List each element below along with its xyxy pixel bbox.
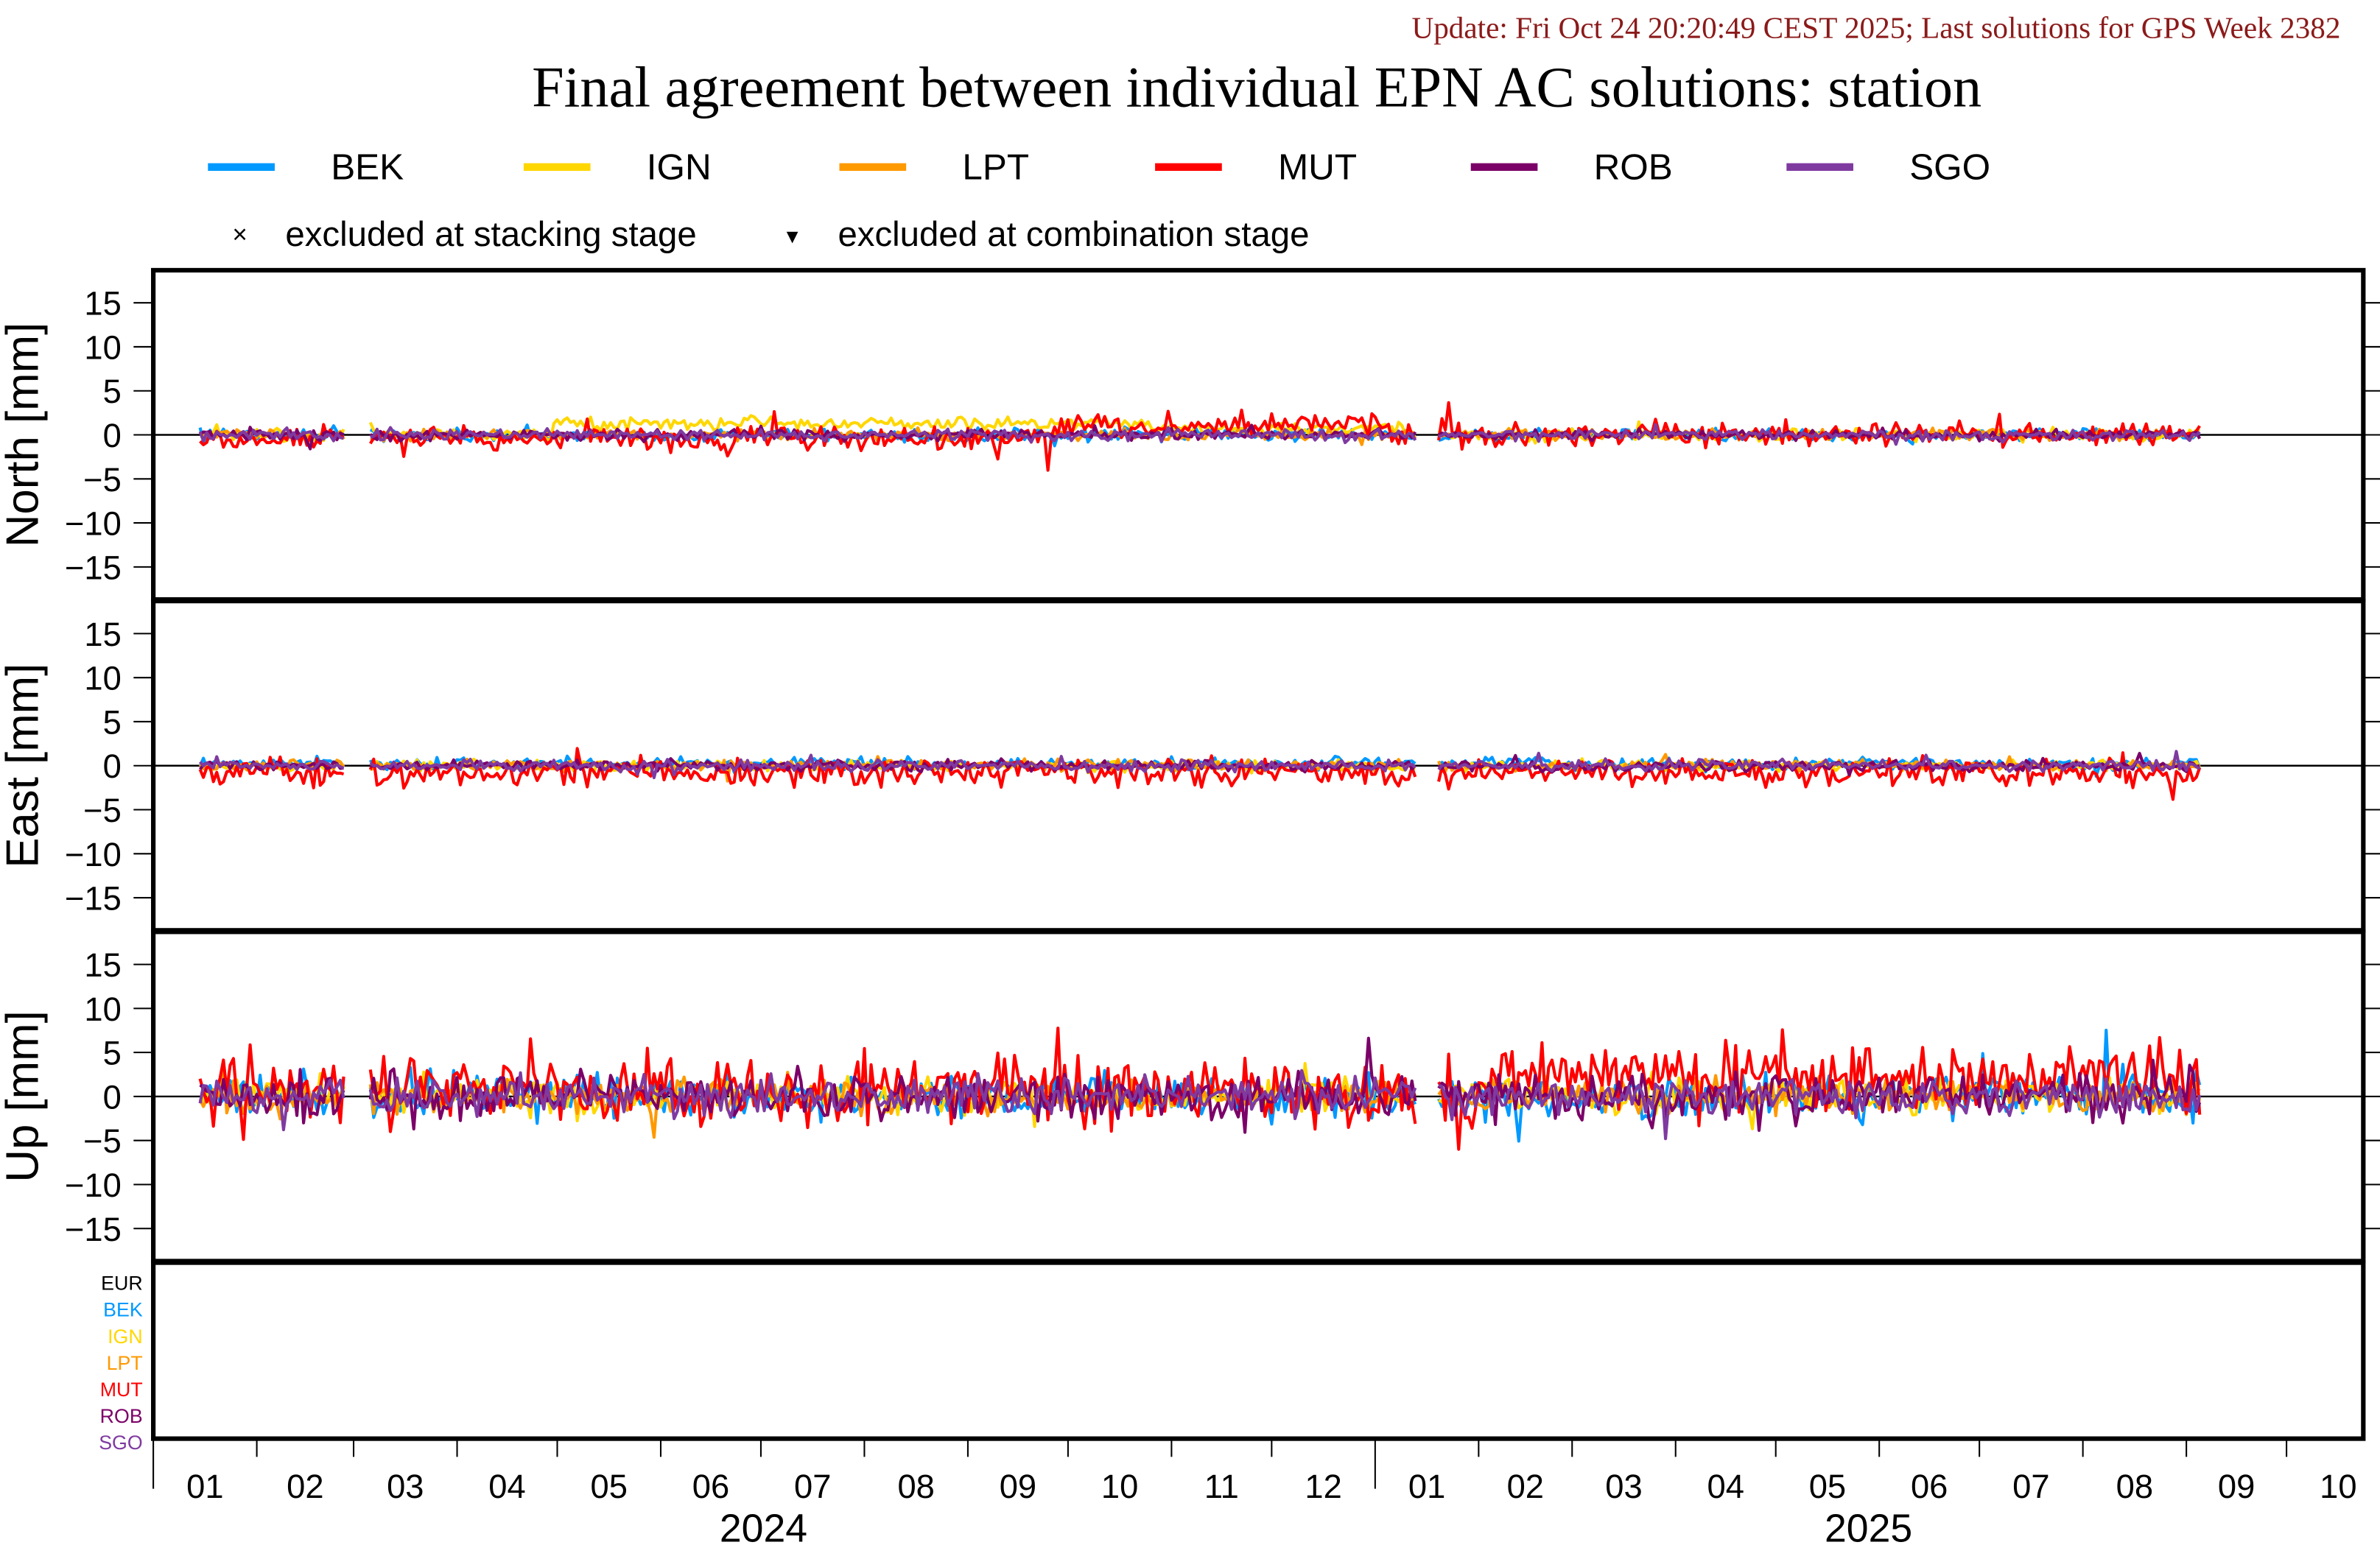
month-label: 06 xyxy=(1911,1468,1948,1505)
ac-label-ign: IGN xyxy=(108,1326,143,1348)
y-tick-label: −15 xyxy=(65,1211,122,1248)
series-line-mut xyxy=(198,747,2202,801)
month-label: 05 xyxy=(1809,1468,1846,1505)
legend-marker-label: excluded at combination stage xyxy=(838,215,1309,254)
y-tick-label: −5 xyxy=(83,792,122,829)
legend-label-lpt: LPT xyxy=(962,147,1029,187)
ac-label-mut: MUT xyxy=(100,1379,143,1401)
series-group xyxy=(198,747,2202,801)
y-tick-label: −15 xyxy=(65,880,122,918)
month-label: 03 xyxy=(1605,1468,1642,1505)
panel-north: 15 10 5 0 −5 −10 −15 North [mm] xyxy=(0,267,2380,602)
y-axis-label: East [mm] xyxy=(0,664,49,868)
ac-label-lpt: LPT xyxy=(107,1352,143,1374)
month-label: 07 xyxy=(2012,1468,2049,1505)
series-line-sgo xyxy=(198,1069,2202,1141)
ac-panel-frame xyxy=(151,1260,2366,1441)
panel-east: 15 10 5 0 −5 −10 −15 East [mm] xyxy=(0,599,2380,933)
y-tick-label: 15 xyxy=(84,616,121,653)
month-label: 04 xyxy=(1707,1468,1744,1505)
legend-label-sgo: SGO xyxy=(1909,147,1990,187)
series-line-sgo xyxy=(198,423,2201,446)
month-label: 08 xyxy=(897,1468,934,1505)
y-tick-label: 0 xyxy=(103,1078,122,1116)
x-axis: 01 02 03 04 05 06 07 08 09 10 11 12 01 02 03 04 05 06 07 08… xyxy=(152,1438,2357,1545)
month-label: 10 xyxy=(2320,1468,2356,1505)
month-label: 02 xyxy=(1507,1468,1544,1505)
y-tick-label: −10 xyxy=(65,836,122,873)
triangle-marker-icon: ▼ xyxy=(782,225,802,247)
y-tick-label: 0 xyxy=(103,747,122,785)
y-tick-label: 5 xyxy=(103,373,122,410)
y-axis-label: North [mm] xyxy=(0,323,49,548)
panel-up: 15 10 5 0 −5 −10 −15 Up [mm] xyxy=(0,929,2380,1264)
month-label: 10 xyxy=(1101,1468,1138,1505)
month-label: 02 xyxy=(287,1468,323,1505)
month-label: 01 xyxy=(186,1468,223,1505)
update-text: Update: Fri Oct 24 20:20:49 CEST 2025; L… xyxy=(1411,11,2340,45)
month-label: 08 xyxy=(2116,1468,2153,1505)
y-tick-label: 15 xyxy=(84,946,121,984)
y-tick-label: 10 xyxy=(84,990,121,1028)
y-tick-label: 10 xyxy=(84,660,121,697)
series-group xyxy=(198,401,2202,472)
month-label: 03 xyxy=(387,1468,424,1505)
y-tick-label: −5 xyxy=(83,1122,122,1160)
ac-label-rob: ROB xyxy=(100,1405,143,1427)
month-label: 01 xyxy=(1408,1468,1445,1505)
month-label: 07 xyxy=(794,1468,831,1505)
ac-list-panel: EUR BEK IGN LPT MUT ROB SGO xyxy=(99,1260,2366,1454)
y-axis-label: Up [mm] xyxy=(0,1010,49,1182)
panels: 15 10 5 0 −5 −10 −15 North [mm] 15 10 5 0 −5 −10 −15 Ea… xyxy=(0,267,2380,1264)
month-label: 12 xyxy=(1305,1468,1341,1505)
ac-label-sgo: SGO xyxy=(99,1432,143,1454)
y-tick-label: −10 xyxy=(65,1166,122,1204)
y-tick-label: −10 xyxy=(65,505,122,543)
y-tick-label: 10 xyxy=(84,328,121,366)
year-label: 2024 xyxy=(720,1507,807,1545)
legend-label-ign: IGN xyxy=(647,147,712,187)
month-label: 09 xyxy=(2218,1468,2255,1505)
legend-marker-label: excluded at stacking stage xyxy=(285,215,696,254)
month-label: 09 xyxy=(1000,1468,1036,1505)
legend-label-rob: ROB xyxy=(1594,147,1673,187)
y-tick-label: 5 xyxy=(103,1035,122,1072)
month-label: 04 xyxy=(488,1468,525,1505)
y-tick-label: 5 xyxy=(103,703,122,741)
legend-label-mut: MUT xyxy=(1278,147,1357,187)
chart-title: Final agreement between individual EPN A… xyxy=(532,54,1981,119)
y-tick-label: 0 xyxy=(103,417,122,454)
month-label: 11 xyxy=(1204,1468,1239,1505)
ac-label-eur: EUR xyxy=(101,1273,143,1295)
series-group xyxy=(198,1027,2202,1151)
y-tick-label: −15 xyxy=(65,549,122,586)
ac-label-bek: BEK xyxy=(103,1299,143,1321)
legend-label-bek: BEK xyxy=(331,147,404,187)
legend: BEK IGN LPT MUT ROB SGO × excluded at stacking … xyxy=(208,147,1990,254)
month-label: 06 xyxy=(692,1468,729,1505)
month-label: 05 xyxy=(591,1468,628,1505)
cross-marker-icon: × xyxy=(232,220,247,249)
y-tick-label: −5 xyxy=(83,461,122,499)
y-tick-label: 15 xyxy=(84,285,121,323)
year-label: 2025 xyxy=(1825,1507,1912,1545)
series-line-sgo xyxy=(199,750,2201,780)
